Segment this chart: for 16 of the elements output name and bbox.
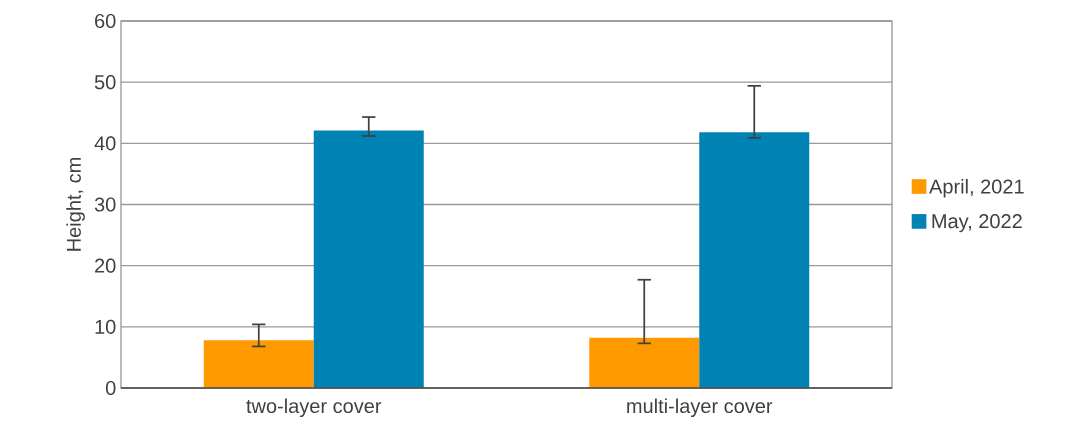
y-tick-label: 50 xyxy=(94,75,116,90)
y-tick-label: 60 xyxy=(95,13,116,29)
bar xyxy=(313,130,424,388)
bar xyxy=(699,132,810,388)
y-tick-label: 40 xyxy=(94,136,116,151)
y-tick-label: 30 xyxy=(94,197,116,212)
y-tick-label: 0 xyxy=(105,380,116,396)
y-tick-label: 10 xyxy=(95,319,116,334)
bar xyxy=(589,337,700,388)
x-tick-label: two-layer cover xyxy=(246,398,382,418)
x-tick-label: multi-layer cover xyxy=(627,398,773,418)
legend-label: April, 2021 xyxy=(929,178,1024,198)
legend-label: May, 2022 xyxy=(932,214,1022,233)
y-tick-label: 20 xyxy=(95,258,116,273)
bar xyxy=(203,340,314,388)
y-axis-title: Height, cm xyxy=(66,158,85,251)
